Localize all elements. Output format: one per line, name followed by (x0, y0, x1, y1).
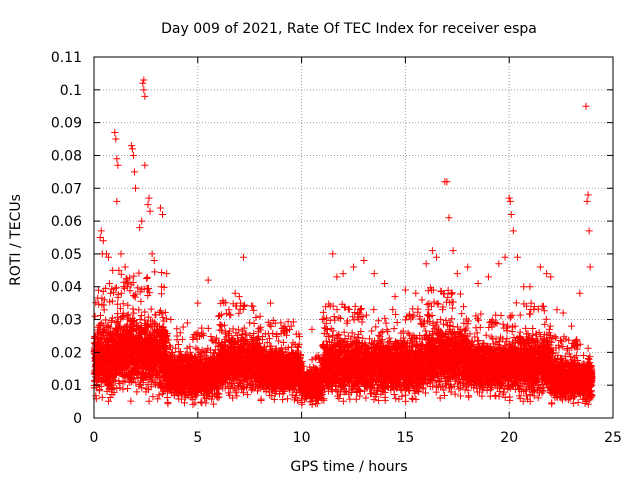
data-point (99, 287, 107, 295)
data-point (100, 306, 108, 314)
data-point (92, 353, 100, 361)
data-point (107, 324, 115, 332)
data-point (100, 326, 108, 334)
data-point (97, 361, 105, 369)
data-point (149, 393, 157, 401)
data-point (102, 346, 110, 354)
data-point (96, 328, 104, 336)
data-point (95, 300, 103, 308)
data-point (106, 348, 114, 356)
data-point (95, 286, 103, 294)
data-point (108, 390, 116, 398)
data-point (99, 321, 107, 329)
data-point (116, 305, 124, 313)
data-point (137, 297, 145, 305)
data-point (108, 297, 116, 305)
data-point (151, 311, 159, 319)
data-point (98, 367, 106, 375)
data-point (95, 339, 103, 347)
data-point (111, 377, 119, 385)
data-point (94, 370, 102, 378)
data-point (124, 301, 132, 309)
data-point (103, 381, 111, 389)
data-point (110, 376, 118, 384)
data-point (98, 393, 106, 401)
data-point (104, 340, 112, 348)
data-point (106, 374, 114, 382)
data-point (127, 397, 135, 405)
data-point (91, 376, 99, 384)
data-points (90, 76, 596, 409)
data-point (102, 316, 110, 324)
data-point (130, 309, 138, 317)
data-point (98, 353, 106, 361)
data-point (136, 316, 144, 324)
data-point (92, 299, 100, 307)
data-point (103, 387, 111, 395)
data-point (145, 397, 153, 405)
data-point (106, 361, 114, 369)
data-point (104, 397, 112, 405)
data-point (111, 284, 119, 292)
data-point (94, 294, 102, 302)
data-point (105, 347, 113, 355)
data-point (99, 334, 107, 342)
data-point (108, 285, 116, 293)
data-point (135, 306, 143, 314)
data-point (91, 340, 99, 348)
data-point (102, 351, 110, 359)
data-point (109, 289, 117, 297)
data-point (99, 376, 107, 384)
data-point (96, 312, 104, 320)
data-point (100, 371, 108, 379)
data-point (151, 268, 159, 276)
data-point (108, 314, 116, 322)
data-point (106, 331, 114, 339)
data-point (107, 353, 115, 361)
data-point (92, 392, 100, 400)
data-point (104, 372, 112, 380)
data-point (108, 335, 116, 343)
data-point (106, 393, 114, 401)
